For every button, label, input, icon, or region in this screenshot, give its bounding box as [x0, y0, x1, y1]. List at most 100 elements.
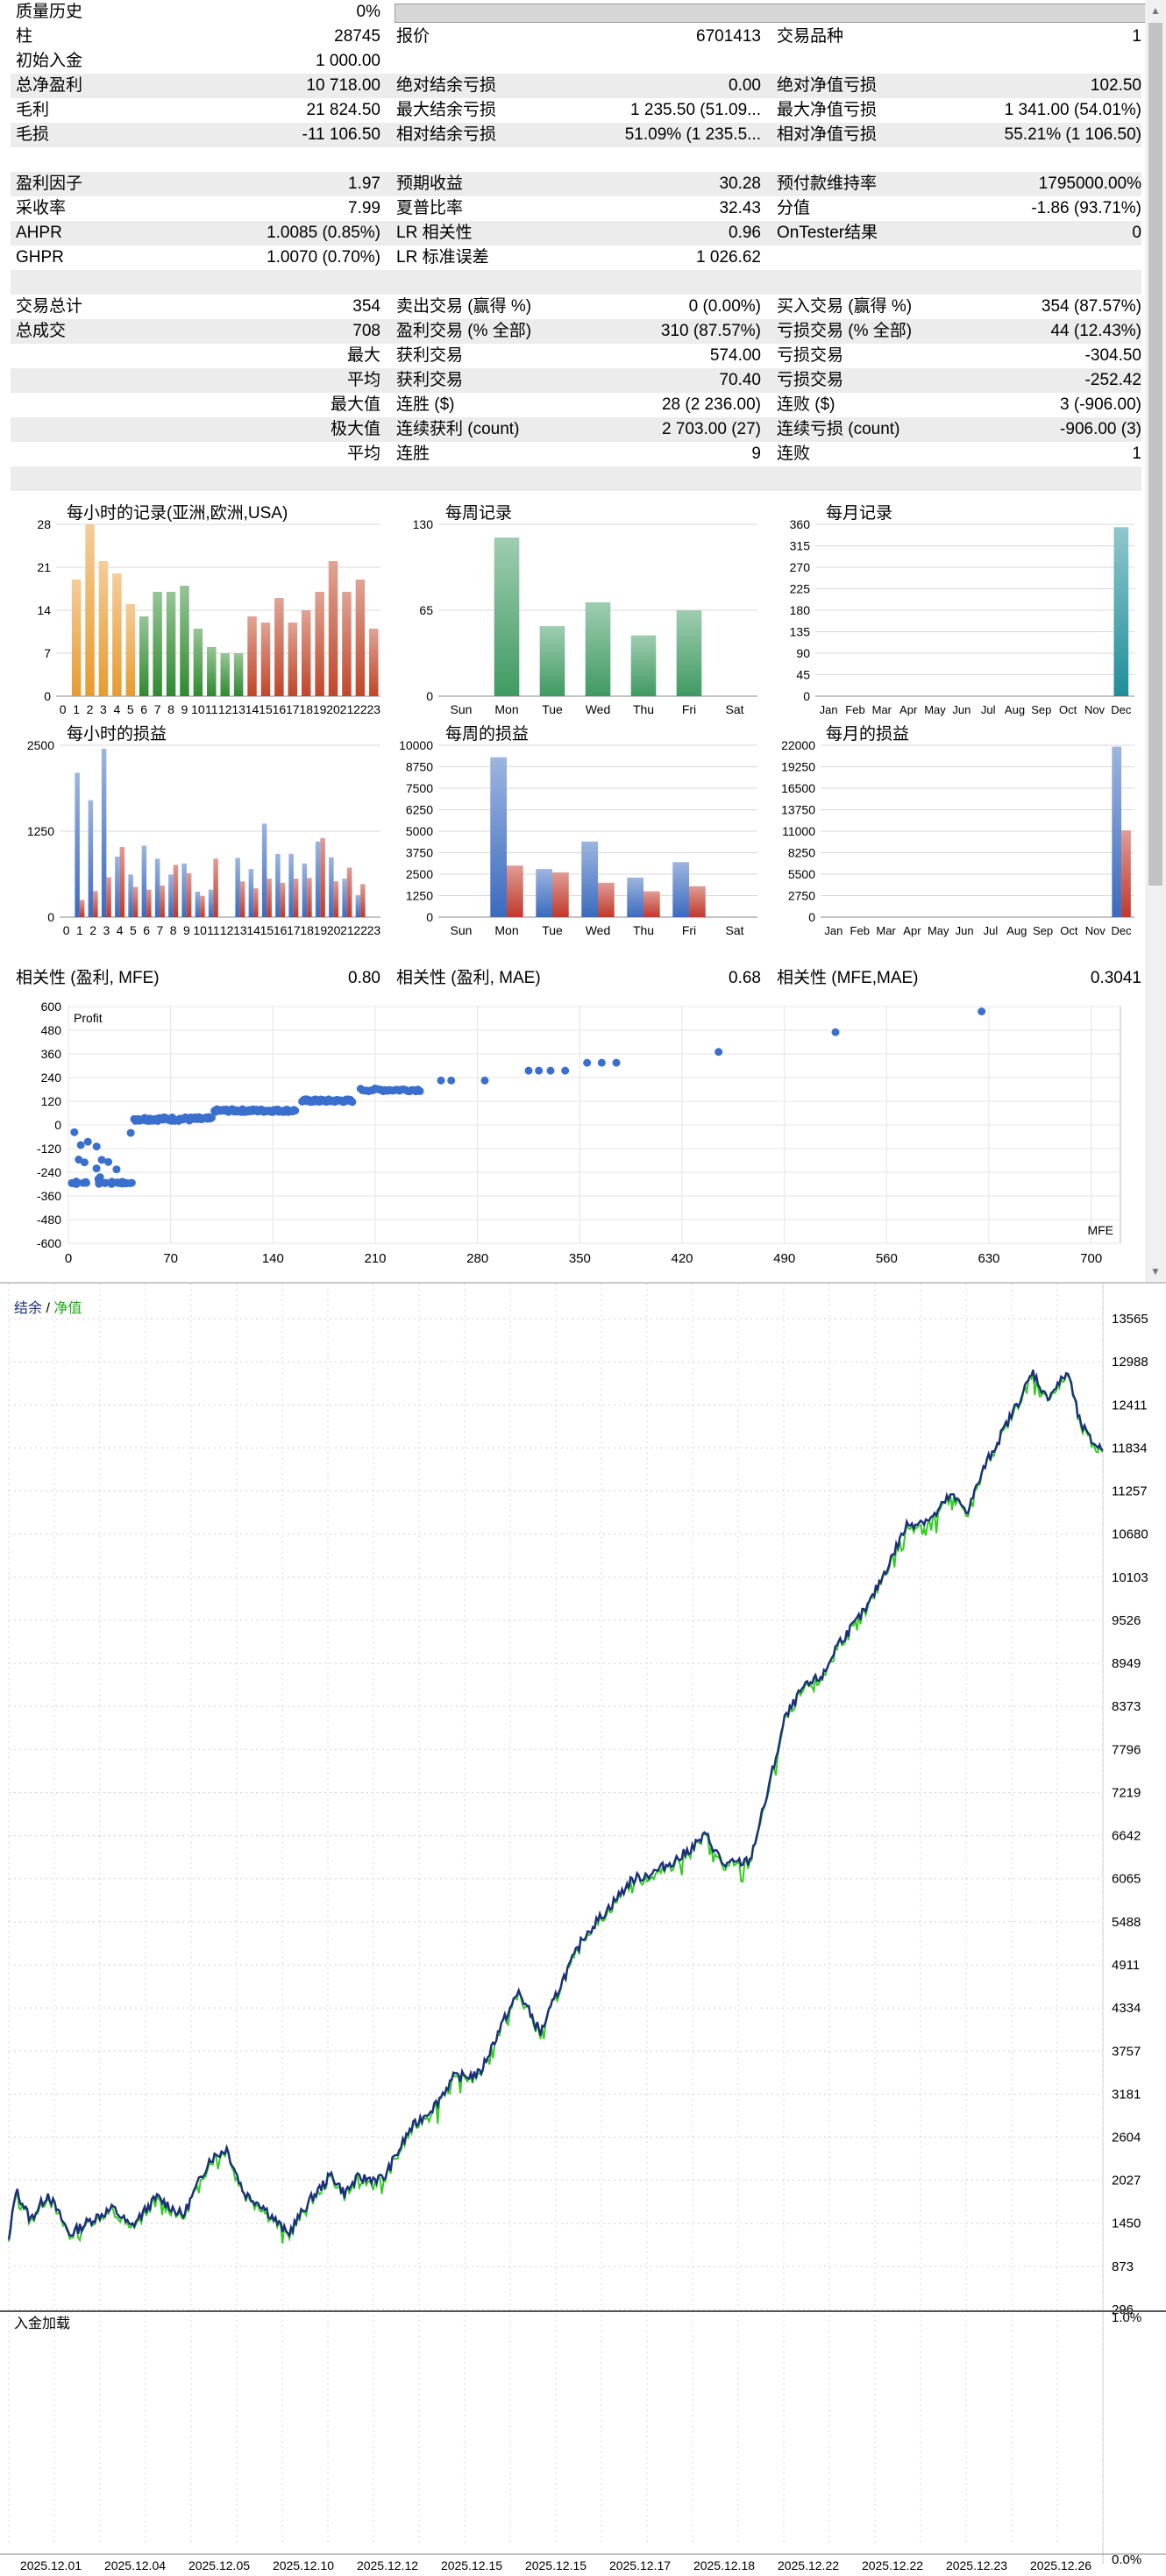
stat-value: 1.0070 (0.70%): [267, 248, 380, 267]
x-tick-label: Feb: [845, 703, 864, 716]
x-tick-label: 3: [100, 702, 107, 716]
legend-separator: /: [42, 1301, 54, 1316]
scroll-up-icon[interactable]: ▲: [1150, 4, 1161, 17]
y-tick-label: 3181: [1112, 2087, 1141, 2102]
y-tick-label: 21: [37, 560, 51, 574]
scroll-thumb[interactable]: [1148, 23, 1162, 886]
x-tick-label: 21: [340, 702, 354, 716]
bar: [207, 647, 217, 696]
x-tick-label: 18: [299, 702, 313, 716]
scatter-point: [83, 1137, 92, 1146]
y-tick-label: 0: [44, 689, 51, 703]
bar: [301, 610, 311, 696]
bar: [180, 586, 189, 696]
x-tick-label: 13: [231, 702, 245, 716]
stat-value: 1.97: [348, 174, 380, 193]
stat-label: 极大值: [330, 420, 380, 438]
x-tick-label: Aug: [1006, 924, 1027, 937]
summary-row: AHPR 1.0085 (0.85%) LR 相关性 0.96 OnTester结果 0: [11, 221, 1141, 246]
bar: [139, 616, 149, 696]
stat-value: 6701413: [696, 27, 761, 46]
x-tick-label: 18: [300, 923, 314, 937]
profit-bar: [275, 853, 281, 917]
x-tick-label: May: [928, 924, 949, 937]
stat-label: OnTester结果: [777, 224, 878, 242]
loss-bar: [213, 858, 218, 917]
y-tick-label: 0: [426, 689, 433, 703]
loss-bar: [1121, 830, 1131, 917]
profit-bar: [101, 748, 107, 917]
stat-label: 毛利: [16, 101, 50, 119]
x-tick-label: 70: [163, 1251, 178, 1266]
x-tick-label: Nov: [1085, 924, 1106, 937]
profit-bar: [315, 841, 321, 917]
y-tick-label: 270: [790, 560, 811, 574]
summary-row: GHPR 1.0070 (0.70%) LR 标准误差 1 026.62: [11, 246, 1141, 270]
stat-value: 9: [751, 445, 761, 463]
corr-mfe-mae-label: 相关性 (MFE,MAE): [777, 969, 919, 987]
y-tick-label: 5500: [788, 867, 815, 881]
bar: [288, 623, 298, 696]
weekly-pnl-chart: 0 1250 2500 3750 5000 6250 7500 8750 10000 Sun Mon…: [399, 738, 757, 937]
stat-label: GHPR: [16, 248, 64, 267]
loss-bar: [346, 867, 352, 917]
spacer-row: [11, 270, 1141, 295]
x-tick-label: 2025.12.26: [1030, 2558, 1091, 2572]
bar: [676, 610, 702, 696]
y-tick-label: 1.0%: [1112, 2310, 1141, 2325]
x-tick-label: 14: [245, 702, 260, 716]
x-tick-label: 280: [466, 1251, 488, 1266]
stat-label: 连胜: [396, 445, 430, 463]
stat-label: 最大值: [330, 395, 380, 414]
y-tick-label: 3750: [406, 846, 433, 860]
x-tick-label: 13: [233, 923, 247, 937]
bar: [315, 592, 324, 696]
y-tick-label: 12988: [1112, 1355, 1148, 1370]
bar: [71, 580, 82, 696]
x-tick-label: 2025.12.12: [357, 2558, 418, 2572]
x-tick-label: 2025.12.15: [441, 2558, 502, 2572]
summary-row: 质量历史 0%: [11, 0, 1148, 25]
profit-bar: [302, 863, 308, 917]
stat-label: 最大: [346, 346, 380, 365]
x-tick-label: 17: [286, 702, 300, 716]
loss-bar: [333, 881, 339, 917]
x-tick-label: 19: [313, 702, 327, 716]
scatter-point: [92, 1142, 101, 1151]
y-tick-label: 13565: [1112, 1312, 1148, 1327]
loss-bar: [106, 877, 111, 917]
x-tick-label: 350: [569, 1251, 591, 1266]
scatter-point: [535, 1066, 544, 1075]
x-tick-label: 9: [183, 923, 190, 937]
scatter-point: [117, 1178, 126, 1186]
loss-bar: [307, 878, 312, 917]
stat-value: 28 (2 236.00): [661, 395, 761, 414]
profit-bar: [88, 800, 94, 917]
summary-row: 总成交 708 盈利交易 (% 全部) 310 (87.57%) 亏损交易 (% 全部)…: [11, 319, 1141, 344]
y-tick-label: 360: [41, 1047, 62, 1061]
summary-row: 最大 获利交易 574.00 亏损交易 -304.50: [11, 344, 1141, 368]
loss-bar: [689, 886, 706, 917]
stat-value: 1 341.00 (54.01%): [1004, 101, 1141, 119]
loss-bar: [507, 865, 523, 917]
scatter-point: [72, 1179, 81, 1188]
y-tick-label: 10680: [1112, 1527, 1148, 1542]
summary-row: 柱 28745 报价 6701413 交易品种 1: [11, 25, 1141, 49]
x-tick-label: 4: [117, 923, 124, 937]
x-tick-label: Aug: [1005, 703, 1025, 716]
hourly-records-title: 每小时的记录(亚洲,欧洲,USA): [67, 504, 288, 523]
scatter-point: [208, 1114, 216, 1122]
weekly-pnl-title: 每周的损益: [445, 725, 530, 744]
x-tick-label: 2025.12.23: [946, 2558, 1007, 2572]
scroll-down-icon[interactable]: ▼: [1150, 1265, 1161, 1277]
stat-value: 1.0085 (0.85%): [267, 224, 380, 242]
y-tick-label: 90: [796, 646, 810, 660]
x-tick-label: 1: [76, 923, 83, 937]
y-tick-label: 1250: [406, 889, 433, 903]
scatter-point: [70, 1128, 79, 1136]
stat-value: -1.86 (93.71%): [1031, 199, 1141, 217]
loss-bar: [267, 879, 272, 917]
x-tick-label: Sat: [725, 702, 743, 716]
x-tick-label: 7: [156, 923, 163, 937]
stat-label: 连续亏损 (count): [777, 420, 900, 438]
